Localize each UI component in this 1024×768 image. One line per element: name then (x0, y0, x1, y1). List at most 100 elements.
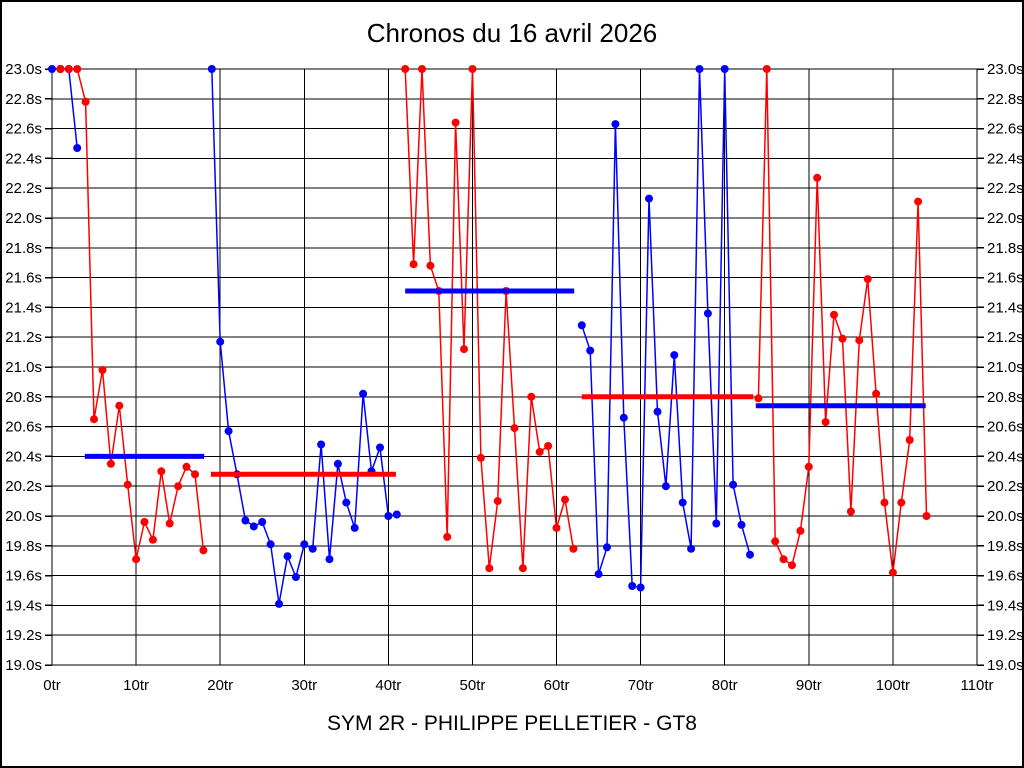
rider-red-stint-3-point (813, 173, 822, 182)
y-axis-label-right: 19.4s (987, 597, 1024, 614)
rider-blue-stint-2-point (325, 555, 334, 564)
y-axis-label-right: 21.2s (987, 329, 1024, 346)
rider-blue-stint-2-point (249, 522, 258, 531)
y-axis-label-left: 22.6s (5, 121, 42, 138)
y-axis-label-left: 19.2s (5, 627, 42, 644)
x-axis-label: 10tr (123, 677, 149, 694)
rider-blue-stint-2-point (300, 540, 309, 549)
rider-blue-stint-3-point (746, 550, 754, 559)
y-axis-label-left: 19.0s (5, 657, 42, 674)
rider-red-stint-1-point (106, 459, 115, 468)
y-axis-label-right: 22.0s (987, 210, 1024, 227)
x-axis-label: 50tr (460, 677, 486, 694)
x-axis-label: 20tr (207, 677, 233, 694)
x-axis-label: 60tr (544, 677, 570, 694)
y-axis-label-right: 21.0s (987, 359, 1024, 376)
rider-red-stint-1-point (123, 480, 132, 489)
rider-red-stint-2-point (535, 447, 544, 456)
rider-red-stint-3-point (830, 310, 838, 319)
y-axis-label-left: 21.4s (5, 299, 42, 316)
rider-red-stint-2-point (561, 495, 569, 504)
y-axis-label-left: 21.6s (5, 270, 42, 287)
y-axis-label-right: 20.2s (987, 478, 1024, 495)
rider-blue-stint-2-point (241, 516, 250, 525)
rider-blue-stint-3-point (729, 480, 738, 489)
y-axis-label-left: 19.8s (5, 538, 42, 555)
x-axis-label: 0tr (43, 677, 61, 694)
rider-red-stint-1-point (191, 470, 199, 479)
x-axis-label: 30tr (291, 677, 317, 694)
y-axis-label-right: 21.6s (987, 270, 1024, 287)
rider-blue-stint-2-point (275, 599, 283, 608)
rider-blue-stint-3-point (645, 194, 653, 203)
rider-red-stint-3-point (922, 512, 931, 520)
y-axis-label-right: 19.8s (987, 538, 1024, 555)
rider-red-stint-2-point (544, 442, 553, 450)
rider-red-stint-3-point (846, 507, 855, 516)
rider-blue-stint-2-point (359, 389, 368, 398)
rider-red-stint-1-point (174, 482, 183, 491)
y-axis-label-right: 22.8s (987, 91, 1024, 108)
rider-red-stint-1-point (81, 97, 90, 106)
y-axis-label-left: 22.8s (5, 91, 42, 108)
rider-blue-stint-3-point (594, 570, 603, 579)
y-axis-label-left: 19.6s (5, 568, 42, 585)
x-axis-label: 70tr (628, 677, 654, 694)
rider-red-stint-3-point (788, 561, 796, 570)
y-axis-label-right: 20.0s (987, 508, 1024, 525)
rider-blue-stint-2-point (266, 540, 275, 549)
rider-red-stint-3-line (757, 68, 928, 573)
rider-red-stint-3-point (880, 498, 889, 507)
rider-red-stint-2-point (426, 261, 435, 270)
rider-blue-stint-2-point (258, 518, 267, 526)
rider-red-stint-3-point (796, 526, 805, 535)
rider-blue-stint-2-point (342, 498, 351, 507)
y-axis-label-left: 20.8s (5, 389, 42, 406)
rider-blue-stint-3-point (687, 544, 696, 553)
y-axis-label-right: 20.4s (987, 448, 1024, 465)
rider-blue-stint-3-point (737, 520, 746, 529)
rider-red-stint-1-point (132, 555, 141, 564)
rider-blue-stint-2-point (283, 552, 292, 561)
rider-red-stint-3-point (754, 394, 763, 403)
rider-red-stint-2-point (451, 118, 460, 127)
rider-blue-stint-3-point (611, 120, 620, 129)
y-axis-label-left: 21.0s (5, 359, 42, 376)
y-axis-label-left: 22.0s (5, 210, 42, 227)
rider-blue-stint-3-point (695, 65, 704, 73)
y-axis-label-right: 20.6s (987, 419, 1024, 436)
rider-red-stint-2-point (476, 453, 485, 462)
rider-blue-stint-2-point (317, 440, 326, 449)
rider-red-stint-1-point (182, 462, 191, 471)
rider-blue-stint-3-point (586, 346, 595, 355)
rider-red-stint-2-point (460, 345, 468, 354)
y-axis-label-left: 21.8s (5, 240, 42, 257)
rider-red-stint-2-point (409, 260, 418, 269)
rider-red-stint-3-point (872, 389, 881, 398)
rider-blue-stint-2-point (384, 512, 393, 520)
rider-red-stint-2-point (552, 523, 561, 532)
rider-red-stint-2-line (404, 68, 575, 569)
rider-red-stint-3-point (771, 537, 780, 546)
x-axis-label: 40tr (375, 677, 401, 694)
rider-red-stint-3-point (905, 436, 914, 444)
rider-red-stint-2-point (518, 564, 527, 573)
rider-blue-stint-3-point (661, 482, 670, 491)
rider-blue-stint-3-point (720, 65, 729, 73)
y-axis-label-left: 22.2s (5, 180, 42, 197)
rider-blue-stint-2-point (376, 443, 384, 452)
y-axis-label-right: 22.6s (987, 121, 1024, 138)
rider-red-stint-1-point (73, 65, 82, 73)
y-axis-label-left: 20.4s (5, 448, 42, 465)
rider-blue-stint-3-point (603, 543, 611, 552)
rider-red-stint-1-point (90, 415, 98, 424)
rider-red-stint-1-point (56, 65, 65, 73)
rider-red-stint-2-point (569, 544, 578, 553)
x-axis-label: 110tr (960, 677, 993, 694)
rider-blue-stint-2-point (333, 459, 342, 468)
rider-red-stint-2-point (443, 532, 452, 541)
rider-blue-stint-3-point (619, 413, 628, 422)
rider-red-stint-1-point (199, 546, 208, 555)
rider-blue-stint-3-point (712, 519, 721, 528)
